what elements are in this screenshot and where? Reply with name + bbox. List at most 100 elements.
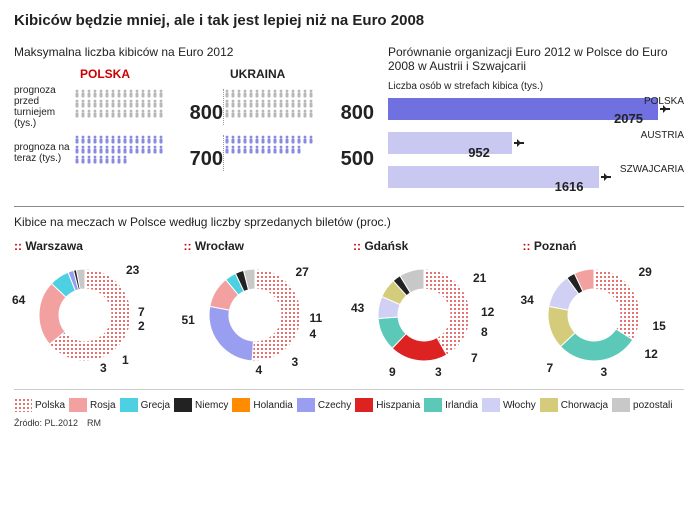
donut-title: :: Poznań xyxy=(523,239,685,253)
donut-row: :: Warszawa 64237213 :: Wrocław 51271143… xyxy=(14,239,684,377)
source-line: Źródło: PL.2012 RM xyxy=(14,418,684,428)
legend-label: Czechy xyxy=(318,400,351,411)
donut-value: 2 xyxy=(138,319,145,333)
row-label: prognoza na teraz (tys.) xyxy=(14,142,74,164)
val-poland: 700 xyxy=(190,148,223,171)
legend-swatch xyxy=(482,398,500,412)
legend-swatch xyxy=(612,398,630,412)
hbar: POLSKA 2075 xyxy=(388,98,684,128)
donut-value: 3 xyxy=(435,365,442,379)
donut-value: 3 xyxy=(100,361,107,375)
row-label: prognoza przed turniejem (tys.) xyxy=(14,85,74,129)
right-panel: Porównanie organizacji Euro 2012 w Polsc… xyxy=(388,45,684,200)
donut-value: 7 xyxy=(138,305,145,319)
donut-title: :: Gdańsk xyxy=(353,239,515,253)
legend-label: Rosja xyxy=(90,400,116,411)
hdr-ukraine: UKRAINA xyxy=(230,67,285,81)
legend-swatch xyxy=(120,398,138,412)
legend-swatch xyxy=(232,398,250,412)
donut-value: 34 xyxy=(521,293,534,307)
hbar-value: 1616 xyxy=(555,179,680,194)
legend-item: Czechy xyxy=(297,398,351,412)
donut-value: 7 xyxy=(547,361,554,375)
pict-ukraine: 800 xyxy=(224,89,374,125)
donut-value: 3 xyxy=(601,365,608,379)
legend-swatch xyxy=(14,398,32,412)
legend-item: pozostali xyxy=(612,398,672,412)
legend-label: Grecja xyxy=(141,400,170,411)
donut-value: 27 xyxy=(296,265,309,279)
pict-row: prognoza na teraz (tys.) 700 500 xyxy=(14,135,374,171)
hbar-value: 2075 xyxy=(614,111,680,126)
donut-value: 7 xyxy=(471,351,478,365)
donut-value: 9 xyxy=(389,365,396,379)
legend-item: Włochy xyxy=(482,398,536,412)
legend-label: Niemcy xyxy=(195,400,228,411)
donut-title: :: Warszawa xyxy=(14,239,176,253)
legend-swatch xyxy=(540,398,558,412)
pict-row: prognoza przed turniejem (tys.) 800 800 xyxy=(14,85,374,129)
legend-label: Włochy xyxy=(503,400,536,411)
legend-swatch xyxy=(69,398,87,412)
donut-value: 21 xyxy=(473,271,486,285)
legend-label: Hiszpania xyxy=(376,400,420,411)
hbar-value: 952 xyxy=(468,145,680,160)
donut-value: 51 xyxy=(182,313,195,327)
pict-ukraine: 500 xyxy=(224,135,374,171)
legend-item: Hiszpania xyxy=(355,398,420,412)
legend-label: Holandia xyxy=(253,400,292,411)
donut-value: 1 xyxy=(122,353,129,367)
donut-value: 29 xyxy=(639,265,652,279)
legend-item: Rosja xyxy=(69,398,116,412)
donut-value: 43 xyxy=(351,301,364,315)
donut-value: 12 xyxy=(645,347,658,361)
legend-item: Chorwacja xyxy=(540,398,608,412)
hbar-label: POLSKA xyxy=(644,96,684,107)
legend-item: Polska xyxy=(14,398,65,412)
donut-value: 4 xyxy=(256,363,263,377)
val-poland: 800 xyxy=(190,102,223,125)
legend-label: pozostali xyxy=(633,400,672,411)
legend-item: Grecja xyxy=(120,398,170,412)
legend-item: Holandia xyxy=(232,398,292,412)
donut-Wrocław: :: Wrocław 512711434 xyxy=(184,239,346,377)
donut-value: 11 xyxy=(310,311,323,325)
country-headers: POLSKA UKRAINA xyxy=(80,67,374,81)
legend: Polska Rosja Grecja Niemcy Holandia Czec… xyxy=(14,389,684,412)
donut-value: 4 xyxy=(310,327,317,341)
donut-value: 15 xyxy=(653,319,666,333)
hdr-poland: POLSKA xyxy=(80,67,130,81)
pict-poland: 800 xyxy=(74,89,224,125)
pict-poland: 700 xyxy=(74,135,224,171)
legend-item: Irlandia xyxy=(424,398,478,412)
donut-value: 3 xyxy=(292,355,299,369)
top-row: Maksymalna liczba kibiców na Euro 2012 P… xyxy=(14,45,684,207)
hbar-label: AUSTRIA xyxy=(641,130,684,141)
hbar: AUSTRIA 952 xyxy=(388,132,684,162)
val-ukraine: 500 xyxy=(341,148,374,171)
right-heading: Porównanie organizacji Euro 2012 w Polsc… xyxy=(388,45,684,73)
donut-Warszawa: :: Warszawa 64 237213 xyxy=(14,239,176,377)
hbar-label: SZWAJCARIA xyxy=(620,164,684,175)
donut-value: 12 xyxy=(481,305,494,319)
donut-value: 8 xyxy=(481,325,488,339)
legend-label: Polska xyxy=(35,400,65,411)
legend-swatch xyxy=(355,398,373,412)
legend-swatch xyxy=(297,398,315,412)
donut-value: 64 xyxy=(12,293,25,307)
donut-title: :: Wrocław xyxy=(184,239,346,253)
right-sub: Liczba osób w strefach kibica (tys.) xyxy=(388,81,684,92)
page-title: Kibiców będzie mniej, ale i tak jest lep… xyxy=(14,12,684,29)
val-ukraine: 800 xyxy=(341,102,374,125)
legend-swatch xyxy=(424,398,442,412)
legend-label: Chorwacja xyxy=(561,400,608,411)
donut-value: 23 xyxy=(126,263,139,277)
legend-swatch xyxy=(174,398,192,412)
left-panel: Maksymalna liczba kibiców na Euro 2012 P… xyxy=(14,45,374,200)
left-heading: Maksymalna liczba kibiców na Euro 2012 xyxy=(14,45,374,59)
legend-item: Niemcy xyxy=(174,398,228,412)
donut-Poznań: :: Poznań 34 2915123 7 xyxy=(523,239,685,377)
donut-Gdańsk: :: Gdańsk 43 2112873 9 xyxy=(353,239,515,377)
hbar: SZWAJCARIA 1616 xyxy=(388,166,684,196)
bottom-heading: Kibice na meczach w Polsce według liczby… xyxy=(14,215,684,229)
